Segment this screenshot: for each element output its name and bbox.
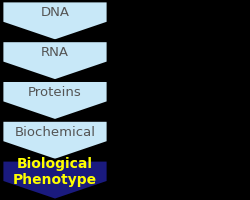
Polygon shape	[2, 121, 108, 160]
Polygon shape	[2, 42, 108, 81]
Polygon shape	[2, 2, 108, 42]
Text: RNA: RNA	[41, 46, 69, 59]
Text: DNA: DNA	[40, 6, 70, 19]
Text: Biological
Phenotype: Biological Phenotype	[13, 156, 97, 186]
Text: Proteins: Proteins	[28, 86, 82, 99]
Text: Biochemical: Biochemical	[14, 125, 96, 138]
Polygon shape	[2, 160, 108, 200]
Polygon shape	[2, 81, 108, 121]
